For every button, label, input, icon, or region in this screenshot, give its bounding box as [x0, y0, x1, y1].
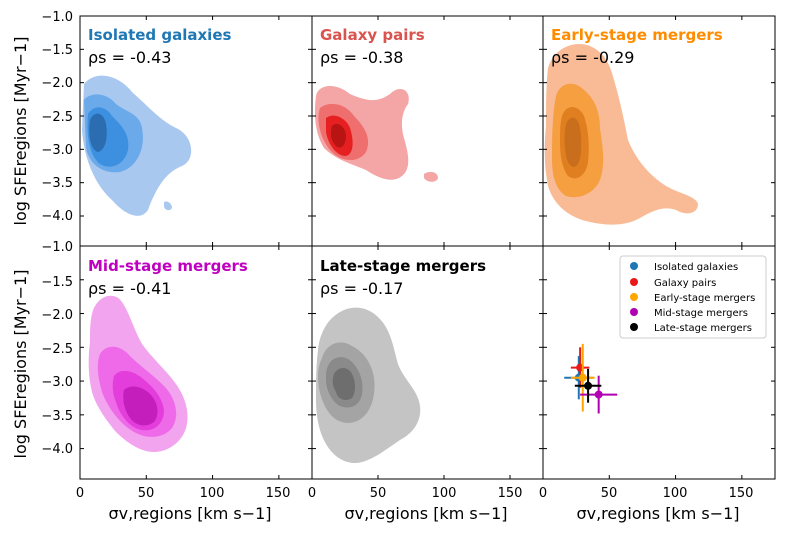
panel-title-mid: Mid-stage mergers	[88, 257, 248, 275]
legend: Isolated galaxies Galaxy pairs Early-sta…	[619, 255, 767, 339]
x-tick-label: 0	[308, 486, 316, 501]
legend-label-late: Late-stage mergers	[654, 323, 752, 334]
rho-isolated: ρs = -0.43	[88, 48, 171, 67]
panel-mid	[88, 295, 188, 452]
x-tick-label: 100	[200, 486, 225, 501]
legend-marker-early	[630, 293, 638, 301]
legend-marker-mid	[630, 308, 638, 316]
y-tick-label: −1.5	[41, 275, 73, 290]
y-tick-label: −1.0	[41, 10, 73, 25]
x-axis-label-2: σv,regions [km s−1]	[344, 504, 507, 523]
x-tick-labels: 0 50 100 150 0 50 100 150 0 50 100 150	[76, 486, 754, 501]
panel-frames	[79, 15, 776, 480]
y-tick-label: −4.0	[41, 442, 73, 457]
panel-late	[316, 307, 421, 464]
y-tick-label: −2.5	[41, 342, 73, 357]
x-axis-label-1: σv,regions [km s−1]	[108, 504, 271, 523]
x-tick-label: 0	[76, 486, 84, 501]
y-tick-label: −4.0	[41, 209, 73, 224]
panel-title-late: Late-stage mergers	[320, 257, 486, 275]
y-tick-labels-top: −1.0 −1.5 −2.0 −2.5 −3.0 −3.5 −4.0	[41, 10, 73, 224]
legend-marker-pairs	[630, 278, 638, 286]
contour-level-4	[123, 386, 158, 426]
panel-title-isolated: Isolated galaxies	[88, 26, 231, 44]
x-tick-label: 150	[266, 486, 291, 501]
y-tick-label: −2.0	[41, 76, 73, 91]
x-tick-label: 50	[138, 486, 155, 501]
legend-marker-isolated	[630, 262, 638, 270]
x-tick-label: 0	[539, 486, 547, 501]
tick-marks	[79, 15, 775, 479]
legend-label-pairs: Galaxy pairs	[654, 278, 716, 289]
contour-island	[164, 201, 172, 211]
frame-summary	[542, 245, 776, 480]
contour-level-4	[89, 113, 107, 152]
y-tick-labels-bottom: −1.0 −1.5 −2.0 −2.5 −3.0 −3.5 −4.0	[41, 240, 73, 457]
x-axis-label-3: σv,regions [km s−1]	[576, 504, 739, 523]
contour-level-4	[332, 368, 355, 400]
contour-island	[424, 171, 438, 182]
rho-pairs: ρs = -0.38	[320, 48, 403, 67]
panel-title-pairs: Galaxy pairs	[320, 26, 425, 44]
rho-early: ρs = -0.29	[551, 48, 634, 67]
data-point	[578, 373, 587, 382]
panel-title-early: Early-stage mergers	[551, 26, 723, 44]
x-tick-label: 50	[601, 486, 618, 501]
rho-mid: ρs = -0.41	[88, 279, 171, 298]
panel-pairs	[314, 85, 438, 182]
y-tick-label: −2.5	[41, 110, 73, 125]
y-tick-label: −3.5	[41, 176, 73, 191]
y-tick-label: −3.0	[41, 375, 73, 390]
rho-late: ρs = -0.17	[320, 279, 403, 298]
y-tick-label: −3.0	[41, 143, 73, 158]
panel-early	[544, 44, 698, 225]
contour-level-4	[330, 123, 346, 148]
legend-box	[619, 255, 767, 339]
legend-label-early: Early-stage mergers	[654, 293, 755, 304]
x-tick-label: 100	[432, 486, 457, 501]
x-tick-label: 150	[498, 486, 523, 501]
y-tick-label: −1.5	[41, 43, 73, 58]
x-tick-label: 150	[729, 486, 754, 501]
data-point	[594, 390, 603, 399]
y-tick-label: −2.0	[41, 308, 73, 323]
y-axis-label-top: log SFEregions [Myr−1]	[11, 37, 30, 226]
x-tick-label: 50	[370, 486, 387, 501]
panel-isolated	[82, 75, 192, 216]
legend-label-mid: Mid-stage mergers	[654, 308, 748, 319]
y-axis-label-bottom: log SFEregions [Myr−1]	[11, 270, 30, 459]
y-tick-label: −1.0	[41, 240, 73, 255]
summary-points	[564, 343, 618, 414]
legend-marker-late	[630, 323, 638, 331]
x-tick-label: 100	[663, 486, 688, 501]
y-tick-label: −3.5	[41, 409, 73, 424]
legend-label-isolated: Isolated galaxies	[654, 262, 738, 273]
contour-level-4	[564, 117, 582, 167]
data-point	[584, 381, 593, 390]
